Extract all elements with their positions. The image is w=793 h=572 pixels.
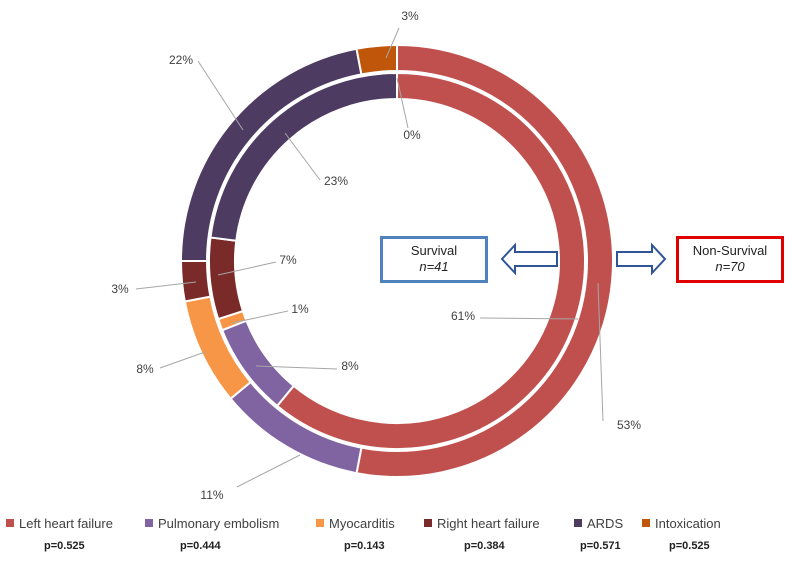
inner-data-label-intoxication: 0% [403,128,421,142]
inner-leader-line-ards [284,132,321,181]
legend-item-myocarditis: Myocarditis p=0.143 [316,516,395,552]
legend-item-intoxication: Intoxication p=0.525 [642,516,721,552]
inner-leader-line-pulmonary-embolism [255,365,338,370]
inner-ring-slice-right-heart-failure [208,236,245,321]
outer-leader-line-pulmonary-embolism [236,454,301,488]
legend-label: Myocarditis [329,516,395,531]
outer-ring-slice-intoxication [355,43,398,76]
outer-leader-line-myocarditis [159,351,206,369]
p-value-pulmonary-embolism: p=0.444 [180,540,221,552]
legend-swatch [574,519,582,527]
inner-leader-line-left-heart-failure [479,317,579,320]
non-survival-title: Non-Survival [692,243,768,258]
inner-data-label-right-heart-failure: 7% [279,253,297,267]
legend-item-right-heart-failure: Right heart failure p=0.384 [424,516,540,552]
legend-swatch [424,519,432,527]
inner-data-label-left-heart-failure: 61% [451,309,475,323]
legend-label: Pulmonary embolism [158,516,280,531]
legend-swatch [6,519,14,527]
p-value-ards: p=0.571 [580,540,621,552]
legend-label: Left heart failure [19,516,113,531]
inner-ring-slice-left-heart-failure [275,71,586,450]
legend-item-ards: ARDS p=0.571 [574,516,624,552]
legend-item-pulmonary-embolism: Pulmonary embolism p=0.444 [145,516,280,552]
survival-title: Survival [410,243,458,258]
p-value-right-heart-failure: p=0.384 [464,540,505,552]
outer-leader-line-left-heart-failure [597,282,604,422]
legend-swatch [145,519,153,527]
inner-ring-slice-ards [209,71,398,242]
non-survival-box: Non-Survival n=70 [676,236,784,283]
outer-leader-line-right-heart-failure [135,281,197,290]
legend-label: Intoxication [655,516,721,531]
legend-item-left-heart-failure: Left heart failure p=0.525 [6,516,113,552]
arrow-to-non-survival-icon [616,242,667,276]
outer-data-label-myocarditis: 8% [136,362,154,376]
inner-data-label-pulmonary-embolism: 8% [341,359,359,373]
outer-data-label-left-heart-failure: 53% [617,418,641,432]
legend: Left heart failure p=0.525 Pulmonary emb… [0,516,793,560]
outer-data-label-ards: 22% [169,53,193,67]
survival-n: n=41 [419,259,449,274]
legend-swatch [316,519,324,527]
inner-leader-line-myocarditis [231,310,289,324]
p-value-myocarditis: p=0.143 [344,540,385,552]
inner-leader-line-intoxication [396,77,409,129]
outer-leader-line-intoxication [385,27,400,59]
survival-box: Survival n=41 [380,236,488,283]
p-value-intoxication: p=0.525 [669,540,710,552]
legend-swatch [642,519,650,527]
p-value-left-heart-failure: p=0.525 [44,540,85,552]
outer-data-label-intoxication: 3% [401,9,419,23]
non-survival-n: n=70 [715,259,745,274]
outer-data-label-pulmonary-embolism: 11% [200,488,223,502]
legend-label: Right heart failure [437,516,540,531]
outer-ring-slice-right-heart-failure [179,260,212,303]
inner-data-label-myocarditis: 1% [291,302,309,316]
outer-data-label-right-heart-failure: 3% [111,282,129,296]
inner-data-label-ards: 23% [324,174,348,188]
arrow-to-survival-icon [500,242,558,276]
outer-leader-line-ards [197,60,244,131]
inner-leader-line-right-heart-failure [217,261,277,276]
legend-label: ARDS [587,516,624,531]
